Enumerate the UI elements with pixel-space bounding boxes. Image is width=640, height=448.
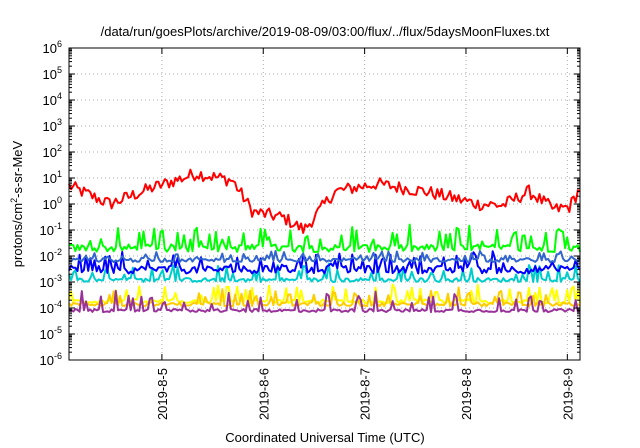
series-line-5 bbox=[68, 250, 581, 264]
y-tick-label: 103 bbox=[43, 117, 62, 134]
x-tick-label: 2019-8-6 bbox=[256, 368, 271, 420]
y-tick-label: 106 bbox=[43, 39, 62, 56]
x-tick-label: 2019-8-7 bbox=[358, 368, 373, 420]
x-tick-label: 2019-8-5 bbox=[155, 368, 170, 420]
y-tick-label: 101 bbox=[43, 169, 62, 186]
y-tick-label: 102 bbox=[43, 143, 62, 160]
x-axis-label: Coordinated Universal Time (UTC) bbox=[225, 430, 424, 445]
y-tick-label: 10-2 bbox=[40, 247, 62, 264]
y-tick-label: 10-5 bbox=[40, 325, 62, 342]
chart-title: /data/run/goesPlots/archive/2019-08-09/0… bbox=[101, 24, 550, 39]
y-tick-label: 104 bbox=[43, 91, 62, 108]
y-tick-label: 10-3 bbox=[40, 273, 62, 290]
series-line-1 bbox=[68, 168, 581, 234]
x-axis-ticks: 2019-8-5 2019-8-6 2019-8-7 2019-8-8 2019-8-9 bbox=[155, 48, 575, 420]
y-tick-label: 10-6 bbox=[40, 351, 62, 368]
series-layer bbox=[68, 168, 581, 314]
y-tick-label: 105 bbox=[43, 65, 62, 82]
y-axis-label: protons/cm2-s-sr-MeV bbox=[9, 140, 25, 267]
x-tick-label: 2019-8-9 bbox=[560, 368, 575, 420]
y-tick-label: 100 bbox=[43, 195, 62, 212]
x-tick-label: 2019-8-8 bbox=[459, 368, 474, 420]
series-line-2 bbox=[68, 223, 581, 253]
series-line-8 bbox=[68, 289, 581, 314]
y-axis-ticks: 10-6 10-5 10-4 10-3 10-2 10-1 100 101 102 103 104 1… bbox=[40, 39, 580, 368]
y-tick-label: 10-4 bbox=[40, 299, 62, 316]
series-line-4 bbox=[68, 250, 581, 275]
y-tick-label: 10-1 bbox=[40, 221, 62, 238]
